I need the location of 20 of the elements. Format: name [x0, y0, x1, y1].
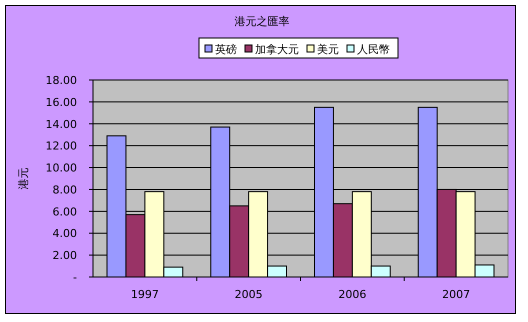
x-tick-label: 2005 [234, 288, 263, 301]
legend-label: 美元 [317, 43, 339, 56]
y-tick-label: 14.00 [46, 118, 77, 131]
y-tick-label: 4.00 [52, 227, 77, 240]
x-tick-label: 2006 [338, 288, 366, 301]
chart-title: 港元之匯率 [234, 15, 290, 28]
legend-label: 英磅 [215, 43, 237, 56]
y-tick-label: 6.00 [52, 205, 77, 218]
y-tick-label: 2.00 [52, 249, 77, 262]
y-axis-title: 港元 [17, 168, 30, 190]
y-tick-label: - [73, 271, 78, 284]
x-tick-label: 2007 [442, 288, 470, 301]
y-tick-label: 18.00 [46, 74, 77, 87]
legend-label: 人民幣 [357, 43, 390, 56]
legend-label: 加拿大元 [255, 43, 299, 56]
y-tick-label: 10.00 [46, 162, 77, 175]
y-tick-label: 8.00 [52, 183, 77, 196]
x-tick-label: 1997 [130, 288, 159, 301]
y-tick-label: 16.00 [46, 96, 77, 109]
y-tick-label: 12.00 [46, 140, 77, 153]
